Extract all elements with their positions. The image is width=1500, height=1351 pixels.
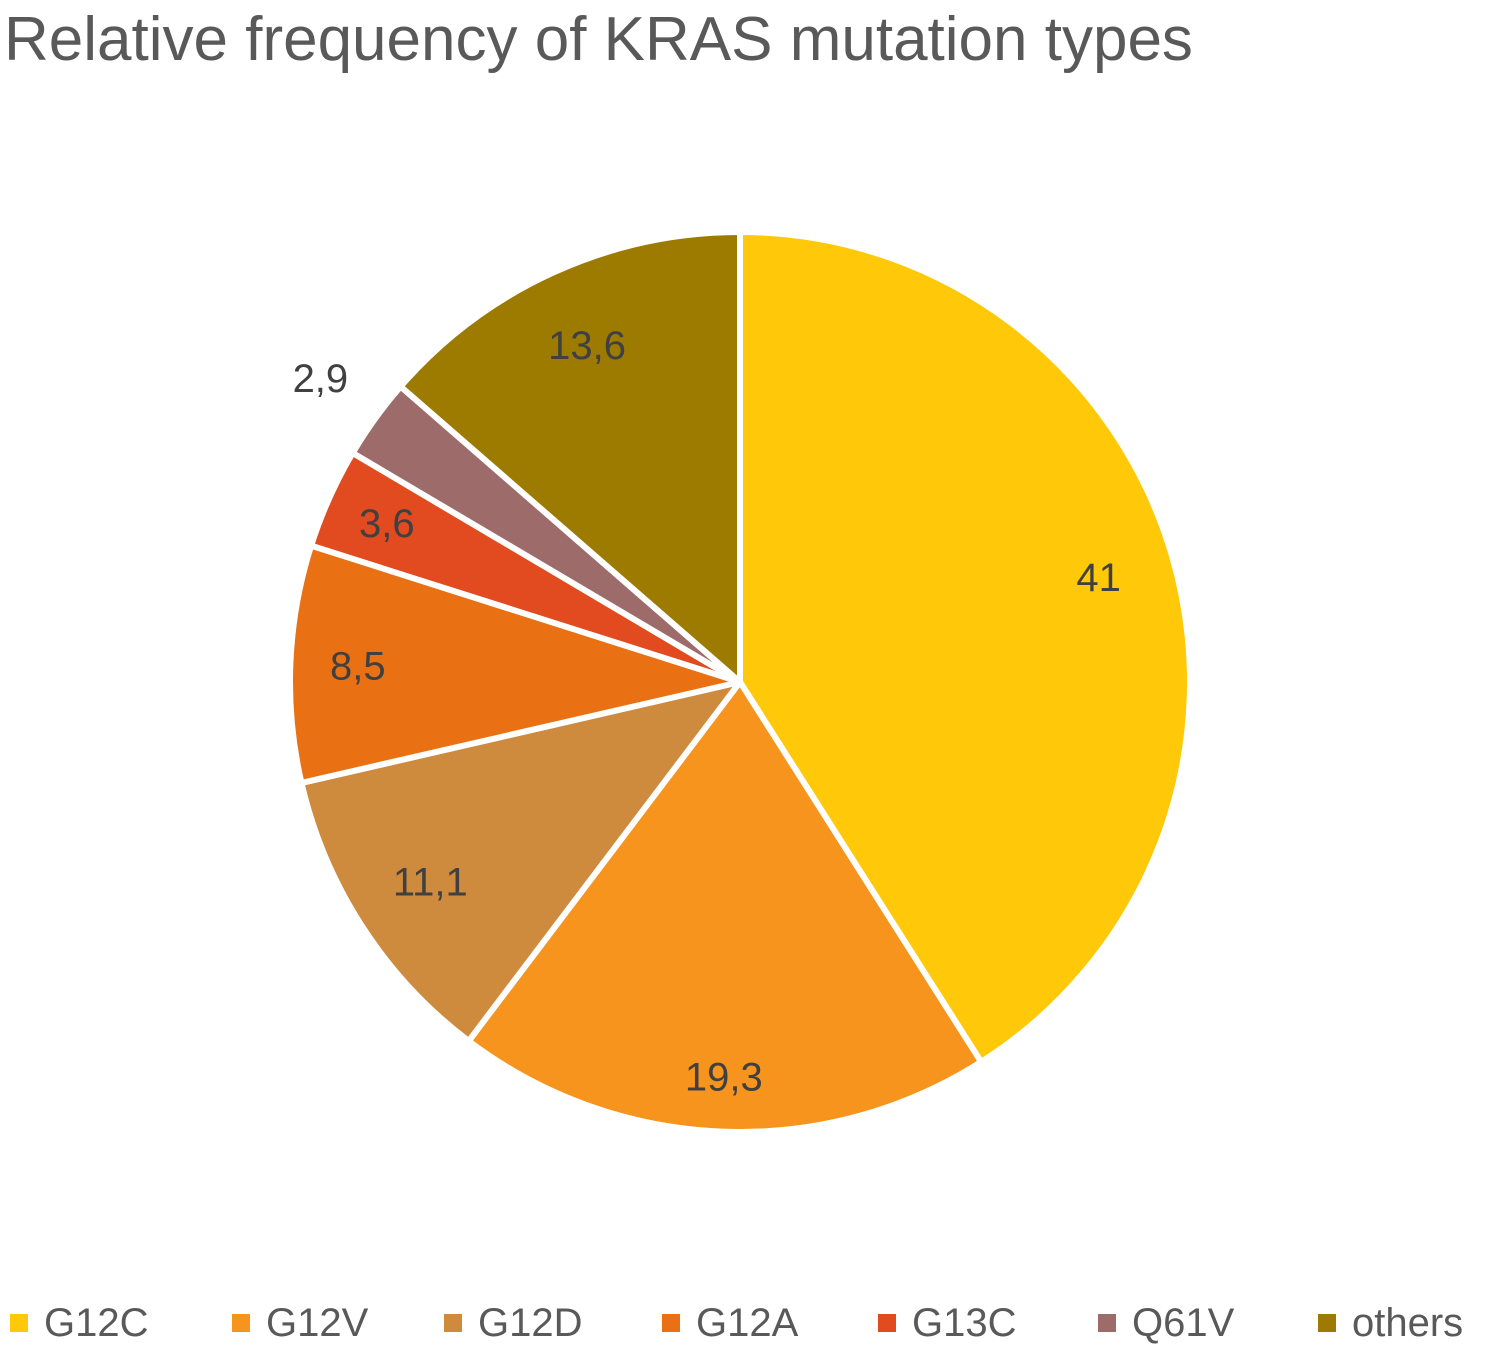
pie-slice-g12v — [465, 679, 985, 1135]
data-label-g13c: 3,6 — [359, 502, 415, 546]
pie-slices — [287, 229, 1193, 1135]
data-label-q61v: 2,9 — [293, 357, 349, 401]
legend-label-g12c: G12C — [44, 1301, 149, 1345]
data-label-g12v: 19,3 — [685, 1056, 763, 1100]
pie-slice-g12d — [298, 679, 743, 1045]
legend-swatch-others — [1318, 1314, 1336, 1332]
legend-label-q61v: Q61V — [1132, 1301, 1235, 1345]
data-label-others: 13,6 — [548, 324, 626, 368]
data-label-g12a: 8,5 — [330, 644, 386, 688]
data-label-g12d: 11,1 — [393, 861, 468, 905]
legend-label-g12d: G12D — [478, 1301, 583, 1345]
legend-swatch-q61v — [1098, 1314, 1116, 1332]
legend-label-g12v: G12V — [266, 1301, 369, 1345]
chart-title: Relative frequency of KRAS mutation type… — [4, 5, 1193, 74]
legend-swatch-g12d — [444, 1314, 462, 1332]
legend-swatch-g13c — [878, 1314, 896, 1332]
pie-slice-g12a — [287, 542, 743, 786]
legend-swatch-g12a — [662, 1314, 680, 1332]
legend-label-g12a: G12A — [696, 1301, 799, 1345]
legend-swatch-g12c — [10, 1314, 28, 1332]
legend-swatch-g12v — [232, 1314, 250, 1332]
data-labels: 41 19,3 11,1 8,5 3,6 2,9 13,6 — [293, 324, 1121, 1099]
pie-slice-others — [397, 229, 743, 685]
legend-label-others: others — [1352, 1301, 1463, 1345]
data-label-g12c: 41 — [1076, 556, 1121, 600]
legend: G12C G12V G12D G12A G13C Q61V others — [10, 1301, 1463, 1345]
legend-label-g13c: G13C — [912, 1301, 1017, 1345]
